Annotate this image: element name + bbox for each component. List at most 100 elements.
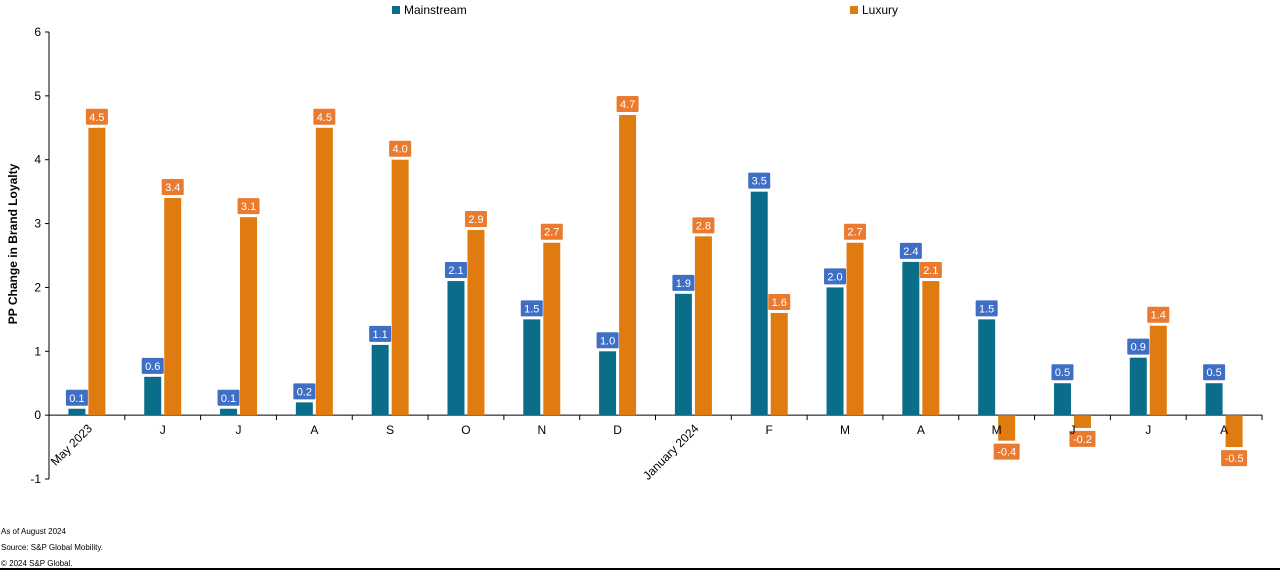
data-label-box (65, 389, 88, 406)
bar-luxury (1073, 415, 1091, 428)
legend-luxury: Luxury (850, 3, 898, 17)
legend-mainstream: Mainstream (392, 3, 467, 17)
data-label: 0.6 (145, 361, 160, 373)
x-tick-label: J (160, 423, 166, 437)
data-label-box (540, 223, 563, 240)
bar-mainstream (750, 191, 768, 416)
bar-mainstream (220, 408, 238, 416)
y-tick-label: 5 (34, 89, 41, 103)
data-label: 0.5 (1055, 367, 1070, 379)
data-label: -0.5 (1225, 453, 1244, 465)
data-label-box (1147, 306, 1170, 323)
data-label-box (141, 357, 164, 374)
bar-chart: PP Change in Brand Loyalty -1 0 1 2 3 4 5 6 0.1 0… (6, 25, 1263, 486)
data-label-box (293, 383, 316, 400)
bar-mainstream (1053, 383, 1071, 416)
data-label-box (1127, 338, 1150, 355)
data-label-box (692, 217, 715, 234)
x-tick-label: M (992, 423, 1002, 437)
data-label-box (444, 262, 467, 279)
data-label-box (217, 389, 240, 406)
data-label: 2.7 (544, 227, 559, 239)
data-label: 1.4 (1151, 310, 1166, 322)
bar-luxury (694, 236, 712, 416)
bar-luxury (619, 115, 637, 416)
bar-mainstream (1129, 357, 1147, 416)
data-label-box (520, 300, 543, 317)
data-label-box (389, 140, 412, 157)
data-label: 0.2 (297, 386, 312, 398)
data-label-box (464, 210, 487, 227)
x-tick-label: O (461, 423, 470, 437)
data-label: 2.1 (923, 265, 938, 277)
bar-luxury (846, 242, 864, 416)
data-label: 4.0 (393, 144, 408, 156)
x-tick-label: J (1069, 423, 1075, 437)
data-label: 2.0 (827, 271, 842, 283)
bar-mainstream (1205, 383, 1223, 416)
data-label-box (616, 96, 639, 113)
data-label: 2.1 (448, 265, 463, 277)
bar-luxury (315, 127, 333, 416)
x-tick-label: M (840, 423, 850, 437)
data-label: -0.4 (997, 447, 1016, 459)
bar-mainstream (902, 261, 920, 416)
bar-mainstream (447, 281, 465, 416)
legend-swatch-luxury (850, 6, 858, 14)
bar-mainstream (599, 351, 617, 416)
data-label-box (993, 443, 1020, 460)
data-label-box (313, 108, 336, 125)
data-label-box (1051, 364, 1074, 381)
x-tick-label: May 2023 (48, 421, 95, 468)
data-label-box (85, 108, 108, 125)
data-label-box (844, 223, 867, 240)
bar-luxury (1225, 415, 1243, 448)
y-tick-label: 4 (34, 153, 41, 167)
y-axis-label: PP Change in Brand Loyalty (6, 163, 20, 324)
x-tick-label: S (386, 423, 394, 437)
legend-label-luxury: Luxury (862, 3, 899, 17)
data-label: 1.5 (524, 303, 539, 315)
y-tick-label: 2 (34, 280, 41, 294)
bottom-border (0, 568, 1280, 570)
data-label: 0.5 (1206, 367, 1221, 379)
x-tick-label: N (537, 423, 546, 437)
bar-luxury (467, 229, 485, 416)
data-label: 1.6 (772, 297, 787, 309)
bar-luxury (922, 281, 940, 416)
footer-copyright: © 2024 S&P Global. (1, 559, 73, 568)
x-tick-label: J (236, 423, 242, 437)
data-label-box (596, 332, 619, 349)
y-tick-label: 0 (34, 408, 41, 422)
bar-luxury (1149, 325, 1167, 416)
legend-label-mainstream: Mainstream (404, 3, 467, 17)
data-label-box (161, 179, 184, 196)
bar-mainstream (674, 293, 692, 416)
x-tick-label: F (766, 423, 773, 437)
data-label: 1.0 (600, 335, 615, 347)
bar-mainstream (523, 319, 541, 416)
data-label-box (824, 268, 847, 285)
data-label: 1.9 (676, 278, 691, 290)
legend-swatch-mainstream (392, 6, 400, 14)
data-label-box (1221, 450, 1248, 467)
data-label: 4.7 (620, 99, 635, 111)
data-label-box (369, 325, 392, 342)
data-label: 4.5 (89, 112, 104, 124)
data-label-box (672, 274, 695, 291)
bar-luxury (998, 415, 1016, 441)
data-label: 0.1 (221, 393, 236, 405)
data-label-box (899, 242, 922, 259)
bar-mainstream (978, 319, 996, 416)
y-tick-label: 1 (34, 344, 41, 358)
x-tick-label: A (310, 423, 318, 437)
data-label-box (975, 300, 998, 317)
y-tick-label: 3 (34, 217, 41, 231)
data-label: 0.1 (69, 393, 84, 405)
x-tick-label: A (917, 423, 925, 437)
bar-mainstream (295, 402, 313, 416)
footer-source: Source: S&P Global Mobility. (1, 543, 103, 552)
bar-luxury (770, 312, 788, 416)
data-label: 2.4 (903, 246, 918, 258)
data-label: 2.7 (847, 227, 862, 239)
